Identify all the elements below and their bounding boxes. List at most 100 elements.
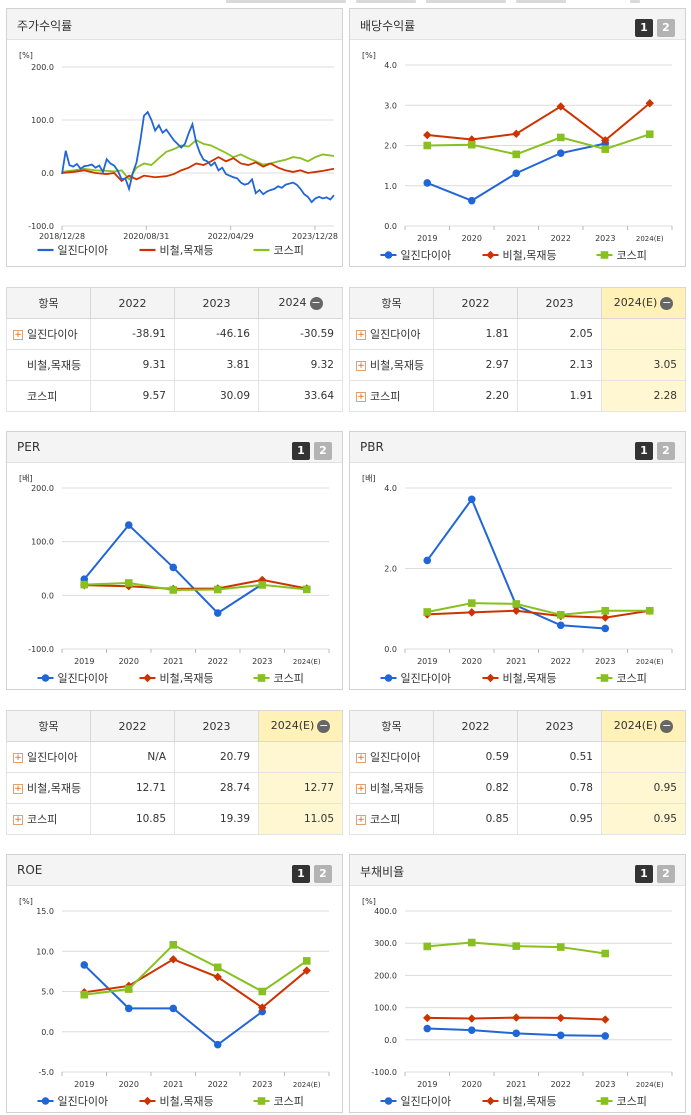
data-point	[512, 942, 521, 950]
row-label[interactable]: + 일진다이아	[6, 741, 91, 773]
data-point	[556, 133, 565, 142]
panel-stock-return: 주가수익률 [%] 200.0 100.0 0.0 -100.0 2018/12/28 20…	[6, 8, 343, 267]
x-tick-label: 2024(E)	[293, 658, 321, 666]
y-unit-label: [%]	[362, 51, 376, 60]
table-cell	[601, 741, 686, 773]
page-2-button[interactable]: 2	[314, 442, 332, 460]
table-dividend-yield: 항목 2022 2023 2024(E) − + 일진다이아 1.81 2.05 + 비철,목재등 2…	[349, 287, 686, 412]
data-point	[124, 1004, 133, 1013]
y-tick-label: 3.0	[384, 101, 397, 110]
legend-label: 비철,목재등	[503, 672, 557, 685]
row-label[interactable]: + 비철,목재등	[349, 349, 434, 381]
y-tick-label: 200.0	[31, 484, 54, 493]
table-cell: 2.13	[517, 349, 602, 381]
page-2-button[interactable]: 2	[657, 19, 675, 37]
column-header: 2023	[174, 710, 259, 742]
expand-icon[interactable]: +	[13, 815, 23, 825]
data-point	[556, 943, 565, 951]
legend-label: 비철,목재등	[160, 672, 214, 685]
legend-label: 일진다이아	[401, 1094, 452, 1108]
page-2-button[interactable]: 2	[657, 865, 675, 883]
table-cell: 0.95	[601, 772, 686, 804]
legend-label: 비철,목재등	[160, 244, 214, 257]
collapse-icon[interactable]: −	[309, 295, 323, 310]
collapse-icon[interactable]: −	[317, 718, 331, 733]
x-tick-label: 2023	[595, 234, 615, 243]
legend-label: 일진다이아	[401, 248, 452, 262]
row-label[interactable]: + 비철,목재등	[349, 772, 434, 804]
table-cell: 9.31	[90, 349, 175, 381]
expand-icon[interactable]: +	[356, 361, 366, 371]
row-label[interactable]: + 코스피	[349, 380, 434, 412]
y-tick-label: 2.0	[384, 142, 397, 151]
row-label[interactable]: + 일진다이아	[349, 741, 434, 773]
row-label[interactable]: + 일진다이아	[349, 318, 434, 350]
data-point	[423, 141, 432, 150]
legend-label: 비철,목재등	[503, 1095, 557, 1108]
y-unit-label: [배]	[19, 474, 33, 483]
table-cell: 3.81	[174, 349, 259, 381]
expand-icon[interactable]: +	[13, 753, 23, 763]
legend-label: 코스피	[274, 1095, 304, 1108]
table-header-row: 항목 2022 2023 2024(E) −	[6, 710, 343, 742]
column-header: 2023	[174, 287, 259, 319]
data-point	[423, 608, 432, 616]
column-header: 2023	[517, 710, 602, 742]
x-tick-label: 2022	[551, 1080, 571, 1089]
series-line	[427, 609, 650, 619]
table-cell	[601, 318, 686, 350]
table-pbr: 항목 2022 2023 2024(E) − + 일진다이아 0.59 0.51 + 비철,목재등 0…	[349, 710, 686, 835]
page-1-button[interactable]: 1	[292, 865, 310, 883]
page-1-button[interactable]: 1	[635, 865, 653, 883]
expand-icon[interactable]: +	[356, 330, 366, 340]
data-point	[169, 955, 178, 964]
table-cell: 0.95	[601, 803, 686, 835]
data-point	[257, 674, 266, 682]
x-tick-label: 2023	[595, 1080, 615, 1089]
series-line	[427, 102, 651, 142]
row-label[interactable]: + 코스피	[349, 803, 434, 835]
x-tick-label: 2023	[595, 657, 615, 666]
page-2-button[interactable]: 2	[657, 442, 675, 460]
table-cell: -30.59	[258, 318, 343, 350]
table-row: + 일진다이아 1.81 2.05	[349, 318, 686, 350]
panel-title: 부채비율	[360, 865, 405, 879]
x-tick-label: 2021	[163, 1080, 183, 1089]
table-row: + 코스피 2.20 1.91 2.28	[349, 380, 686, 412]
data-point	[486, 1096, 495, 1106]
y-tick-label: 300.0	[374, 939, 397, 948]
legend-label: 일진다이아	[401, 671, 452, 685]
row-label[interactable]: + 코스피	[6, 803, 91, 835]
legend-label: 비철,목재등	[160, 1095, 214, 1108]
page-1-button[interactable]: 1	[635, 19, 653, 37]
expand-icon[interactable]: +	[356, 784, 366, 794]
data-point	[467, 495, 476, 504]
data-point	[486, 250, 495, 260]
chart-legend: 일진다이아 비철,목재등 코스피	[37, 671, 304, 685]
data-point	[601, 624, 610, 633]
data-point	[601, 613, 610, 622]
data-point	[257, 1097, 266, 1105]
row-label[interactable]: + 비철,목재등	[6, 772, 91, 804]
expand-icon[interactable]: +	[356, 753, 366, 763]
page-2-button[interactable]: 2	[314, 865, 332, 883]
series-line	[427, 133, 651, 156]
table-cell: 12.71	[90, 772, 175, 804]
page-1-button[interactable]: 1	[635, 442, 653, 460]
x-tick-label: 2023/12/28	[292, 232, 338, 241]
collapse-icon[interactable]: −	[660, 718, 674, 733]
x-tick-label: 2021	[506, 1080, 526, 1089]
series-line	[84, 578, 307, 590]
expand-icon[interactable]: +	[356, 392, 366, 402]
expand-icon[interactable]: +	[13, 784, 23, 794]
data-point	[467, 1026, 476, 1034]
expand-icon[interactable]: +	[13, 330, 23, 340]
data-point	[423, 179, 432, 187]
page-1-button[interactable]: 1	[292, 442, 310, 460]
data-point	[467, 599, 476, 607]
collapse-icon[interactable]: −	[660, 295, 674, 310]
expand-icon[interactable]: +	[356, 815, 366, 825]
row-label[interactable]: + 일진다이아	[6, 318, 91, 350]
